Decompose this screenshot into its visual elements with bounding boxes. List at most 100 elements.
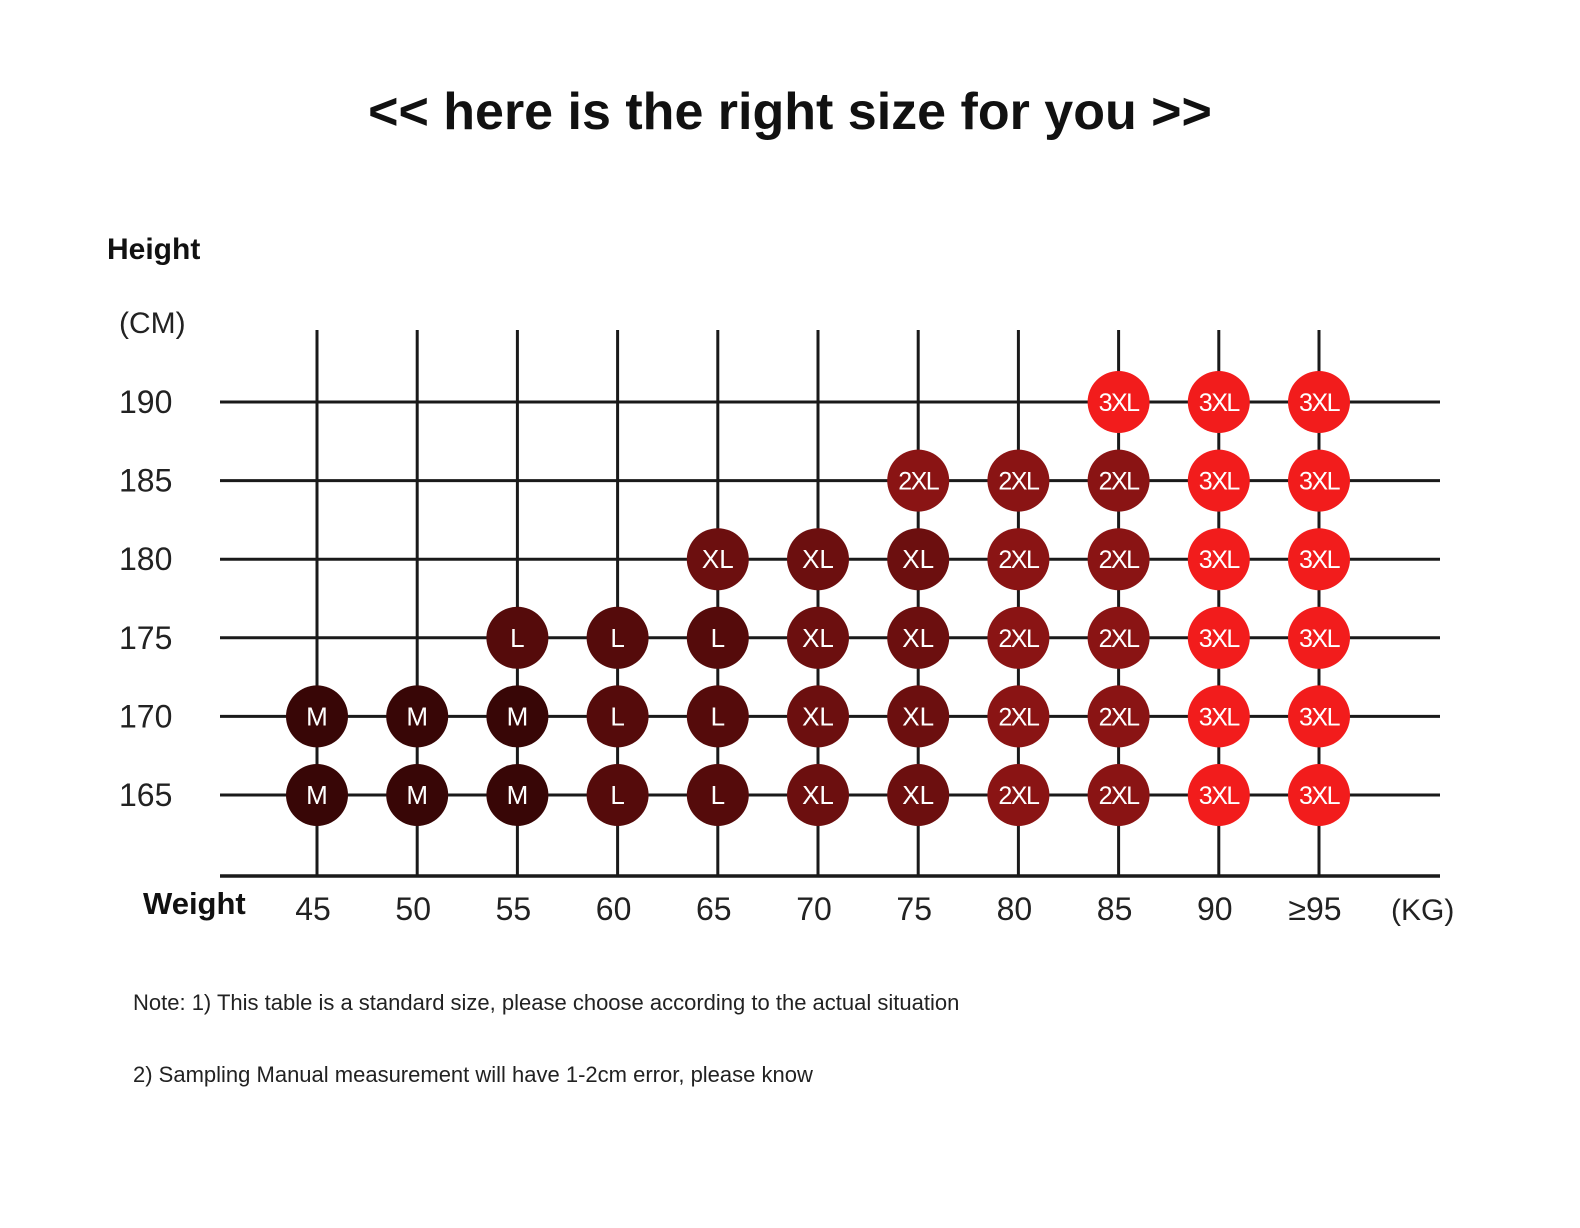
size-marker [1087,685,1150,748]
size-marker [1087,606,1150,669]
y-tick-label: 185 [119,463,172,499]
size-label: 3XL [1299,389,1341,417]
size-marker [1187,764,1250,826]
size-marker [887,685,950,748]
x-tick-label: 60 [596,891,632,927]
page-title: << here is the right size for you >> [368,83,1212,141]
x-tick-label: ≥95 [1288,891,1341,927]
size-marker [386,685,449,748]
size-marker [1288,764,1350,826]
size-label: 2XL [998,782,1040,810]
x-tick-label: 55 [496,891,532,927]
size-label: 2XL [998,703,1040,731]
size-label: 3XL [1199,703,1241,731]
y-tick-label: 175 [119,620,172,656]
size-label: XL [702,544,734,574]
size-label: 2XL [998,468,1040,496]
size-label: 3XL [1199,625,1241,653]
size-label: L [610,701,624,731]
x-tick-label: 45 [295,891,331,927]
size-marker [887,449,950,512]
size-label: 2XL [1099,546,1141,574]
size-marker [887,764,950,826]
size-label: 2XL [1099,625,1141,653]
size-label: L [610,623,624,653]
size-label: 3XL [1299,703,1341,731]
size-label: XL [802,780,834,810]
size-marker [486,685,549,748]
size-marker [1288,606,1350,669]
size-label: 2XL [998,546,1040,574]
size-marker [486,606,549,669]
size-label: L [610,780,624,810]
size-marker [887,528,950,591]
note-line-2: 2) Sampling Manual measurement will have… [133,1062,813,1087]
size-label: M [507,701,529,731]
y-tick-label: 190 [119,384,172,420]
y-tick-label: 170 [119,698,172,734]
x-tick-label: 75 [896,891,932,927]
size-label: 3XL [1199,546,1241,574]
x-tick-label: 90 [1197,891,1233,927]
note-line-1: Note: 1) This table is a standard size, … [133,990,960,1015]
size-label: XL [902,623,934,653]
size-marker [1288,449,1350,512]
size-label: M [306,701,328,731]
size-marker [286,685,348,748]
size-label: XL [902,701,934,731]
size-label: M [306,780,328,810]
size-label: 2XL [898,468,940,496]
x-tick-label: 65 [696,891,732,927]
size-label: M [406,780,428,810]
size-marker [686,606,749,669]
size-label: L [711,623,725,653]
size-marker [987,685,1050,748]
size-marker [987,528,1050,591]
x-tick-label: 50 [395,891,431,927]
size-label: M [507,780,529,810]
size-marker [1288,685,1350,748]
size-label: XL [902,780,934,810]
size-marker [987,764,1050,826]
size-marker [586,606,649,669]
size-marker [586,685,649,748]
size-label: L [711,701,725,731]
size-label: 2XL [1099,703,1141,731]
size-marker [486,764,549,826]
size-label: 2XL [1099,468,1141,496]
size-marker [586,764,649,826]
size-marker [1288,528,1350,591]
size-label: XL [802,623,834,653]
size-marker [686,685,749,748]
size-label: 3XL [1299,625,1341,653]
size-label: XL [802,544,834,574]
size-label: L [711,780,725,810]
x-tick-label: 70 [796,891,832,927]
size-label: XL [902,544,934,574]
size-label: 3XL [1299,782,1341,810]
size-marker [1087,528,1150,591]
size-label: M [406,701,428,731]
size-label: 2XL [1099,782,1141,810]
size-marker [686,528,749,591]
size-marker [787,764,849,826]
size-marker [1187,449,1250,512]
size-marker [1187,606,1250,669]
size-marker [1187,685,1250,748]
x-tick-label: 80 [997,891,1033,927]
y-axis-unit: (CM) [119,307,186,340]
size-marker [1087,764,1150,826]
size-label: 3XL [1299,546,1341,574]
y-axis-title: Height [107,233,201,266]
size-label: 3XL [1199,389,1241,417]
size-marker [887,606,950,669]
y-tick-label: 180 [119,541,172,577]
x-tick-label: 85 [1097,891,1133,927]
size-marker [686,764,749,826]
size-marker [787,606,849,669]
size-marker [1187,371,1250,433]
size-marker [286,764,348,826]
size-label: XL [802,701,834,731]
size-label: 3XL [1199,782,1241,810]
